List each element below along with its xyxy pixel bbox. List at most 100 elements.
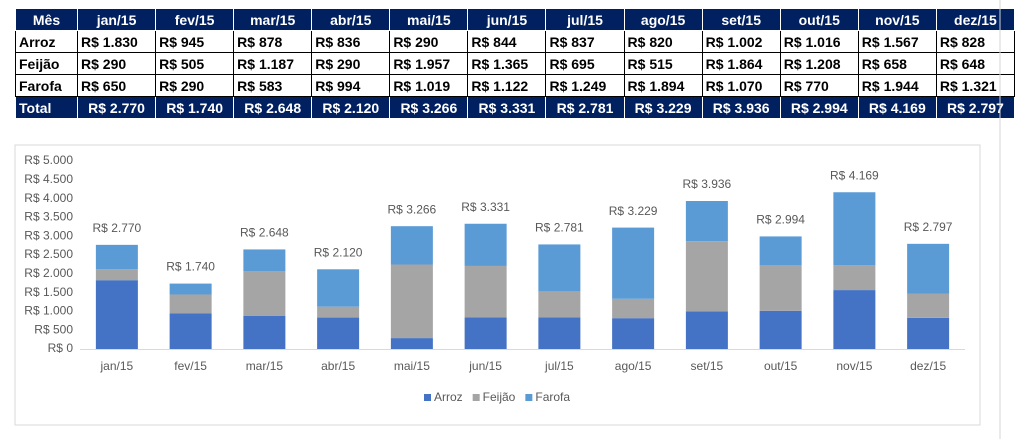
table-cell: jan/15 [76, 8, 157, 31]
table-cell: R$ 1.019 [389, 74, 469, 97]
bar-segment [317, 269, 360, 307]
legend-label: Arroz [434, 390, 463, 404]
x-tick-label: set/15 [691, 359, 724, 373]
table-cell: R$ 1.365 [467, 52, 547, 75]
bar-segment [95, 244, 138, 270]
table-row: Total R$ 2.770 R$ 1.740 R$ 2.648 R$ 2.120 R$ … [15, 96, 1016, 119]
y-tick-label: R$ 5.000 [24, 153, 73, 167]
table-cell: ago/15 [623, 8, 703, 31]
table-cell: R$ 836 [311, 30, 391, 53]
table-cell: R$ 4.169 [857, 96, 937, 119]
bar-segment [317, 306, 360, 318]
table-cell: R$ 583 [233, 74, 313, 97]
table-cell: R$ 2.797 [935, 96, 1016, 119]
table-row: Arroz R$ 1.830 R$ 945 R$ 878 R$ 836 R$ 290 R$ … [15, 30, 1016, 53]
table-cell: Mês [15, 8, 78, 31]
table-cell: R$ 878 [233, 30, 313, 53]
table-cell: out/15 [779, 8, 859, 31]
bar-segment [390, 226, 433, 265]
table-cell: R$ 3.229 [623, 96, 703, 119]
x-tick-label: nov/15 [836, 359, 872, 373]
table-cell: R$ 648 [935, 52, 1016, 75]
table-cell: R$ 2.781 [545, 96, 625, 119]
bar-segment [907, 293, 950, 318]
x-tick-label: mar/15 [246, 359, 284, 373]
y-tick-label: R$ 4.000 [24, 191, 73, 205]
total-label: R$ 2.648 [240, 226, 289, 240]
legend-label: Feijão [483, 390, 516, 404]
table-cell: fev/15 [155, 8, 235, 31]
bar-segment [464, 317, 507, 349]
table-cell: R$ 1.002 [701, 30, 781, 53]
total-label: R$ 3.229 [609, 204, 658, 218]
bar-segment [685, 201, 728, 242]
bar-segment [243, 315, 286, 349]
x-tick-label: jul/15 [544, 359, 574, 373]
table-cell: R$ 844 [467, 30, 547, 53]
bar-segment [243, 249, 286, 272]
y-tick-label: R$ 1.000 [24, 304, 73, 318]
table-cell: R$ 2.994 [779, 96, 859, 119]
table-cell: R$ 1.249 [545, 74, 625, 97]
bar-segment [833, 192, 876, 266]
table-cell: Total [15, 96, 78, 119]
bar-segment [538, 291, 581, 318]
table-cell: R$ 1.187 [233, 52, 313, 75]
bar-segment [759, 310, 802, 349]
data-table: Mês jan/15 fev/15 mar/15 abr/15 mai/15 jun/15 j… [15, 8, 1016, 119]
y-tick-label: R$ 3.000 [24, 228, 73, 242]
table-cell: R$ 1.070 [701, 74, 781, 97]
bar-segment [759, 265, 802, 311]
x-tick-label: fev/15 [174, 359, 207, 373]
bar-segment [538, 317, 581, 349]
bar-segment [612, 298, 655, 319]
legend-label: Farofa [535, 390, 570, 404]
bar-segment [685, 311, 728, 349]
table-cell: R$ 1.957 [389, 52, 469, 75]
table-cell: R$ 2.120 [311, 96, 391, 119]
total-label: R$ 2.781 [535, 221, 584, 235]
y-tick-label: R$ 4.500 [24, 172, 73, 186]
bar-segment [538, 244, 581, 292]
y-tick-label: R$ 2.500 [24, 247, 73, 261]
x-tick-label: out/15 [764, 359, 798, 373]
legend-swatch [472, 394, 480, 401]
table-cell: R$ 1.016 [779, 30, 859, 53]
bar-segment [169, 283, 212, 295]
bar-segment [95, 269, 138, 281]
y-tick-label: R$ 1.500 [24, 285, 73, 299]
bar-segment [464, 265, 507, 318]
table-cell: R$ 1.740 [155, 96, 235, 119]
y-tick-label: R$ 0 [48, 341, 74, 355]
table-cell: jun/15 [467, 8, 547, 31]
total-label: R$ 3.331 [461, 200, 510, 214]
bar-segment [685, 241, 728, 312]
bar-segment [464, 223, 507, 266]
bar-segment [612, 227, 655, 299]
table-row: Mês jan/15 fev/15 mar/15 abr/15 mai/15 jun/15 j… [15, 8, 1016, 31]
y-tick-label: R$ 500 [34, 322, 73, 336]
bar-segment [243, 271, 286, 316]
table-cell: mai/15 [389, 8, 469, 31]
total-label: R$ 3.936 [683, 177, 732, 191]
table-cell: R$ 945 [155, 30, 235, 53]
bar-segment [169, 313, 212, 349]
total-label: R$ 4.169 [830, 168, 879, 182]
table-cell: set/15 [701, 8, 781, 31]
table-cell: dez/15 [935, 8, 1016, 31]
table-cell: abr/15 [311, 8, 391, 31]
x-tick-label: mai/15 [394, 359, 430, 373]
table-cell: R$ 3.936 [701, 96, 781, 119]
total-label: R$ 3.266 [388, 202, 437, 216]
x-tick-label: jun/15 [468, 359, 502, 373]
table-cell: R$ 3.266 [389, 96, 469, 119]
table-cell: R$ 515 [623, 52, 703, 75]
bar-segment [833, 290, 876, 349]
bar-segment [759, 236, 802, 266]
bar-segment [390, 338, 433, 349]
table-cell: R$ 2.648 [233, 96, 313, 119]
bar-segment [390, 264, 433, 339]
y-tick-label: R$ 3.500 [24, 210, 73, 224]
